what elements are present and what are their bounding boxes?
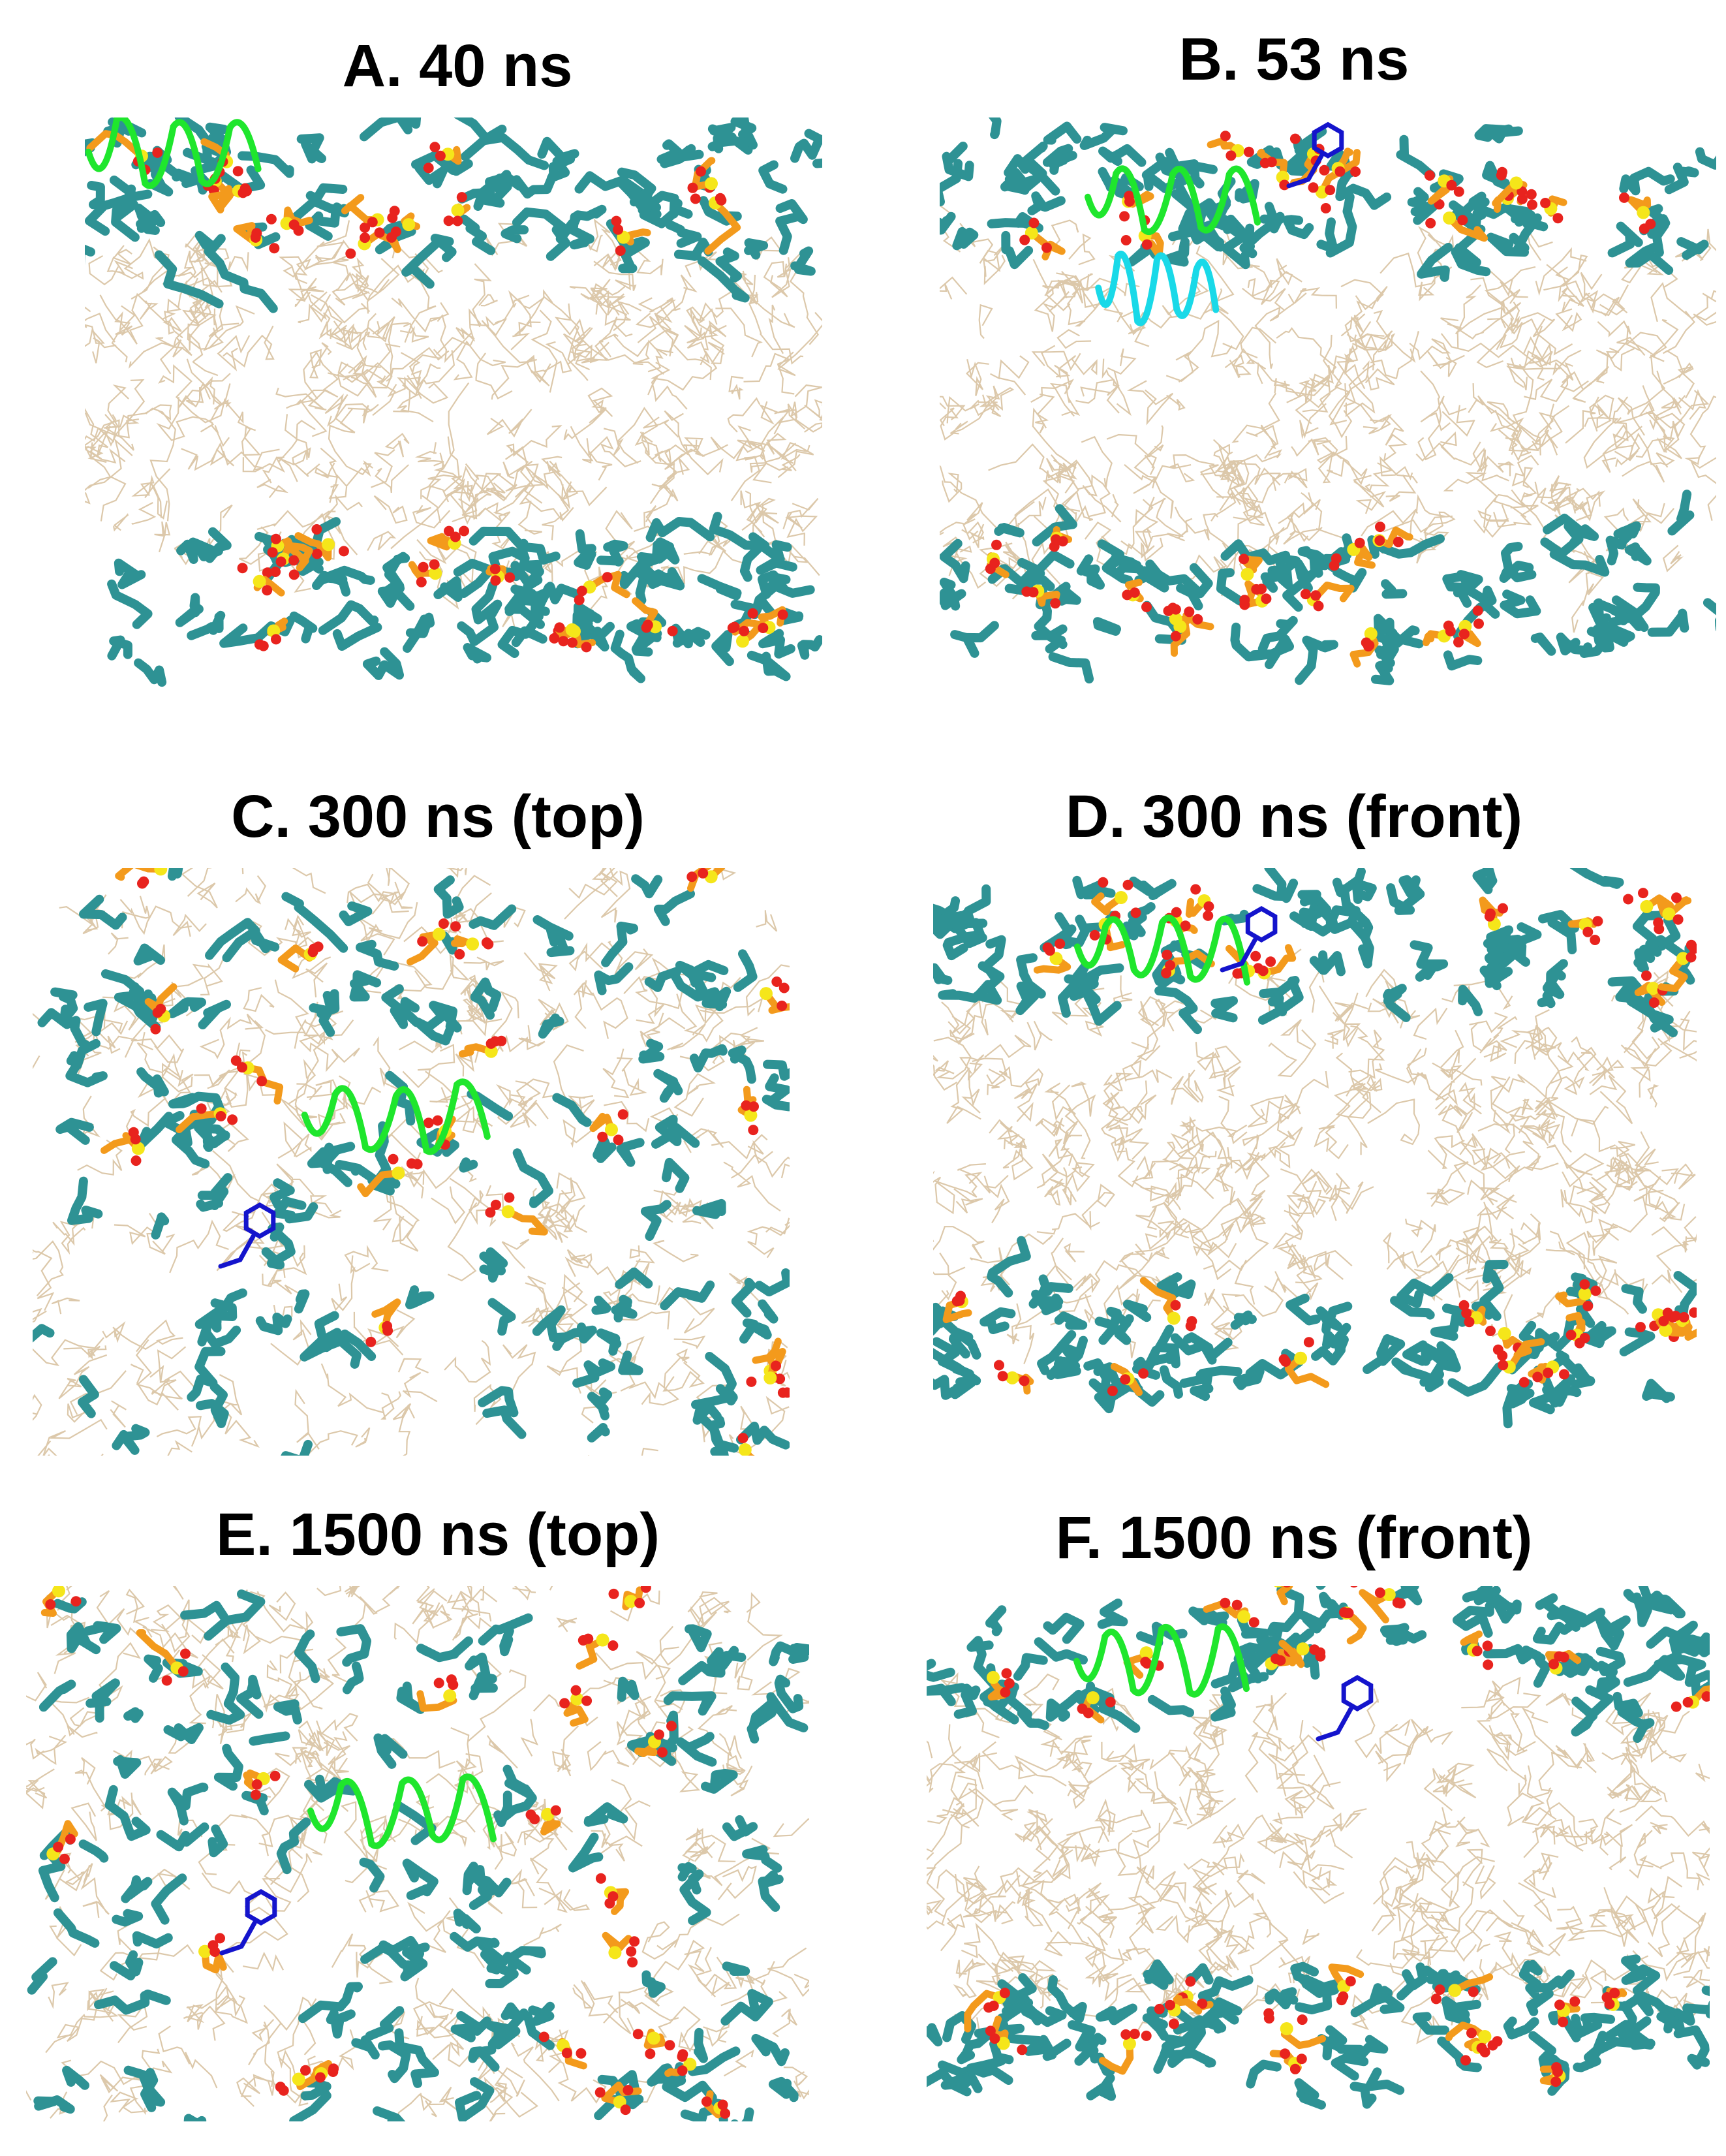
lipid-headgroups <box>27 1589 809 2121</box>
peptide-backbone <box>1073 1623 1250 1698</box>
aromatic-residue <box>219 1888 277 1956</box>
panel-title-b: B. 53 ns <box>1179 26 1410 93</box>
lipid-headgroups <box>940 490 1716 685</box>
aromatic-residue <box>218 1202 276 1269</box>
phosphate-groups <box>100 868 790 1456</box>
aromatic-residue <box>1286 121 1344 189</box>
panel-image-a <box>85 117 822 687</box>
peptide-backbone <box>301 1078 491 1155</box>
panel-image-b <box>940 117 1716 685</box>
phosphate-groups <box>964 1963 1627 2087</box>
aromatic-residue <box>1316 1674 1374 1742</box>
lipid-headgroups <box>927 1586 1710 1743</box>
aromatic-residue <box>1220 905 1278 973</box>
panel-image-f <box>927 1586 1710 2110</box>
lipid-headgroups <box>940 117 1716 282</box>
phosphate-groups <box>987 1586 1710 1724</box>
peptide-backbone <box>1074 914 1250 986</box>
phosphate-groups <box>40 1586 731 2119</box>
phosphate-groups <box>942 1277 1697 1396</box>
peptide-backbone <box>85 117 262 189</box>
panel-title-e: E. 1500 ns (top) <box>216 1501 660 1568</box>
phosphate-groups <box>237 524 788 653</box>
peptide-backbone <box>1085 165 1261 235</box>
panel-image-c <box>33 868 790 1456</box>
panel-title-c: C. 300 ns (top) <box>231 783 645 850</box>
phosphate-groups <box>985 522 1484 668</box>
panel-image-e <box>26 1586 809 2121</box>
lipid-headgroups <box>33 868 790 1456</box>
phosphate-groups <box>1019 131 1656 260</box>
lipid-tails <box>26 1586 809 2121</box>
panel-image-d <box>933 868 1697 1429</box>
peptide-backbone <box>307 1773 497 1849</box>
peptide-backbone <box>1095 251 1220 326</box>
lipid-headgroups <box>933 868 1695 1038</box>
panel-title-a: A. 40 ns <box>342 33 573 99</box>
panel-title-f: F. 1500 ns (front) <box>1055 1505 1533 1571</box>
lipid-headgroups <box>927 1954 1710 2110</box>
phosphate-groups <box>1033 877 1697 1008</box>
panel-title-d: D. 300 ns (front) <box>1065 783 1523 850</box>
lipid-tails <box>927 1672 1710 2056</box>
